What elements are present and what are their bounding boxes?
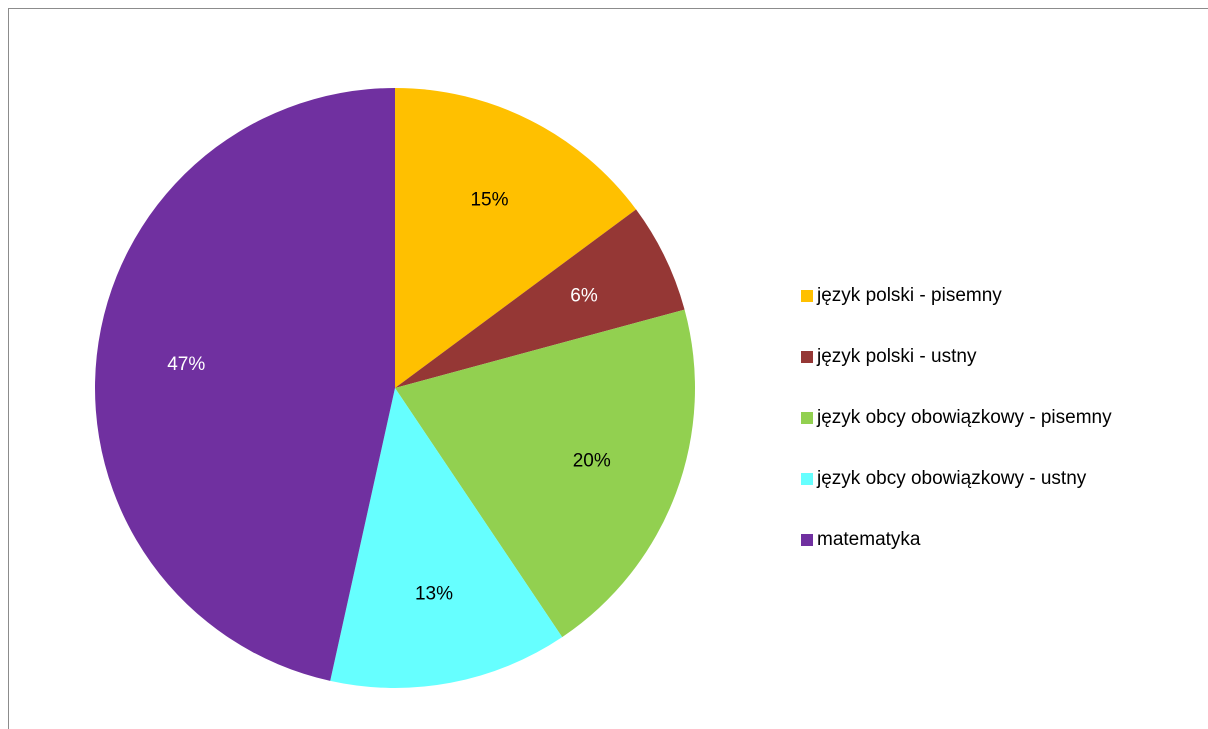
pie-slice	[395, 209, 685, 388]
pie-slice	[395, 309, 695, 638]
legend-swatch	[801, 351, 813, 363]
legend-swatch	[801, 534, 813, 546]
data-label: 47%	[167, 354, 205, 375]
data-label: 20%	[573, 451, 611, 472]
legend-label: matematyka	[817, 529, 921, 550]
data-label: 6%	[570, 285, 598, 306]
legend-swatch	[801, 290, 813, 302]
legend-swatch	[801, 473, 813, 485]
data-label: 15%	[470, 189, 508, 210]
pie-slice	[395, 88, 637, 388]
pie-slice	[330, 388, 563, 688]
pie-slice	[94, 88, 395, 681]
legend-label: język obcy obowiązkowy - ustny	[816, 468, 1087, 489]
data-label: 13%	[415, 583, 453, 604]
legend-label: język obcy obowiązkowy - pisemny	[816, 407, 1112, 428]
legend-label: język polski - ustny	[816, 346, 977, 367]
legend-swatch	[801, 412, 813, 424]
legend-label: język polski - pisemny	[816, 285, 1002, 306]
